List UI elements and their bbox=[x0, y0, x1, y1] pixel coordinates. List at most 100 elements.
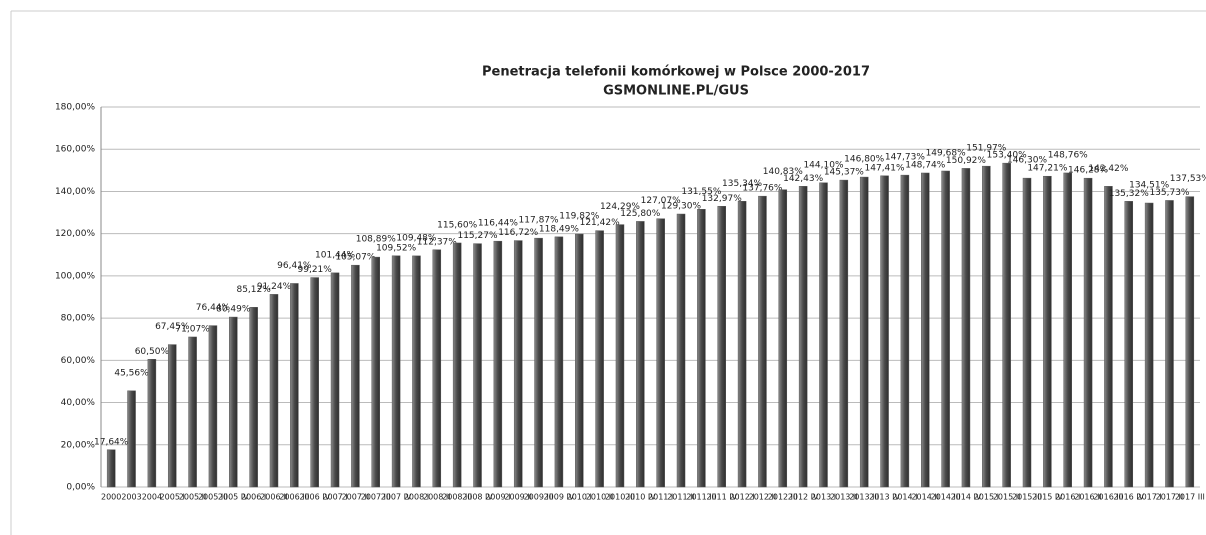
data-label: 105,07% bbox=[335, 253, 375, 263]
x-tick-label: 2011 III bbox=[686, 493, 716, 502]
data-label: 71,07% bbox=[175, 324, 210, 334]
data-label: 117,87% bbox=[519, 216, 559, 226]
bar bbox=[330, 272, 340, 488]
data-label: 149,68% bbox=[926, 149, 966, 159]
bar bbox=[513, 240, 523, 488]
data-label: 129,30% bbox=[661, 202, 701, 212]
data-label: 124,29% bbox=[600, 202, 640, 212]
bar bbox=[249, 307, 258, 488]
data-label: 140,83% bbox=[763, 167, 803, 177]
bar bbox=[452, 242, 462, 488]
x-tick-label: 2015 III bbox=[1012, 493, 1042, 502]
data-label: 109,52% bbox=[376, 243, 416, 253]
data-label: 142,42% bbox=[1088, 164, 1128, 174]
bar bbox=[269, 294, 279, 488]
x-tick-label: 2010 IV bbox=[625, 493, 656, 502]
x-tick-label: 2015 II bbox=[993, 493, 1021, 502]
x-tick-label: 2014 I bbox=[892, 493, 917, 502]
x-tick-label: 2005 IV bbox=[218, 493, 249, 502]
data-label: 108,89% bbox=[356, 235, 396, 245]
x-tick-label: 2014 II bbox=[911, 493, 939, 502]
bar bbox=[188, 336, 197, 488]
data-label: 67,45% bbox=[155, 322, 190, 332]
x-tick-label: 2004 bbox=[142, 493, 162, 502]
data-label: 121,42% bbox=[580, 218, 620, 228]
bar bbox=[656, 218, 665, 488]
data-label: 127,07% bbox=[641, 196, 681, 206]
bar bbox=[127, 390, 136, 488]
data-label: 112,37% bbox=[417, 237, 457, 247]
data-label: 76,44% bbox=[196, 303, 231, 313]
x-tick-label: 2003 bbox=[121, 493, 141, 502]
x-tick-label: 2008 II bbox=[423, 493, 451, 502]
bar bbox=[167, 344, 177, 488]
bar bbox=[1022, 177, 1032, 488]
bar bbox=[575, 233, 584, 488]
data-label: 60,50% bbox=[135, 347, 170, 357]
x-tick-label: 2012 III bbox=[768, 493, 798, 502]
x-tick-label: 2006 IV bbox=[299, 493, 330, 502]
bar bbox=[391, 255, 401, 488]
data-label: 142,43% bbox=[783, 174, 823, 184]
x-tick-label: 2008 IV bbox=[462, 493, 493, 502]
x-tick-label: 2016 III bbox=[1093, 493, 1123, 502]
data-label: 116,44% bbox=[478, 219, 518, 229]
y-tick-label: 80,00% bbox=[61, 314, 96, 324]
x-tick-label: 2017 I bbox=[1136, 493, 1161, 502]
x-tick-label: 2015 I bbox=[974, 493, 999, 502]
bar bbox=[859, 176, 869, 488]
x-tick-label: 2009 IV bbox=[544, 493, 575, 502]
y-tick-label: 20,00% bbox=[61, 440, 96, 450]
data-label: 148,76% bbox=[1048, 150, 1088, 160]
data-label: 146,80% bbox=[844, 155, 884, 165]
x-tick-label: 2007 IV bbox=[381, 493, 412, 502]
x-tick-label: 2014 IV bbox=[951, 493, 982, 502]
data-label: 101,44% bbox=[315, 250, 355, 260]
data-label: 17,64% bbox=[94, 437, 129, 447]
x-tick-label: 2017 III bbox=[1175, 493, 1205, 502]
y-tick-label: 180,00% bbox=[55, 103, 95, 113]
y-tick-label: 120,00% bbox=[55, 229, 95, 239]
x-tick-label: 2012 I bbox=[729, 493, 754, 502]
bar bbox=[412, 255, 421, 488]
bar bbox=[941, 170, 950, 488]
y-tick-label: 140,00% bbox=[55, 187, 95, 197]
bar bbox=[493, 240, 503, 488]
data-label: 135,34% bbox=[722, 179, 762, 189]
bar bbox=[982, 165, 991, 488]
bar bbox=[554, 236, 564, 488]
bar bbox=[147, 359, 157, 488]
bar bbox=[900, 174, 910, 488]
data-label: 144,10% bbox=[803, 160, 843, 170]
chart-subtitle: GSMONLINE.PL/GUS bbox=[603, 84, 749, 99]
bar bbox=[615, 224, 625, 488]
x-tick-label: 2013 II bbox=[830, 493, 858, 502]
x-tick-label: 2008 I bbox=[404, 493, 429, 502]
bar bbox=[208, 325, 218, 488]
x-tick-label: 2005 III bbox=[198, 493, 228, 502]
bar bbox=[839, 179, 849, 488]
data-label: 109,48% bbox=[396, 233, 436, 243]
bar bbox=[636, 221, 645, 488]
data-label: 85,12% bbox=[236, 285, 271, 295]
bar bbox=[432, 249, 442, 488]
x-tick-label: 2015 IV bbox=[1032, 493, 1063, 502]
x-tick-label: 2010 II bbox=[586, 493, 614, 502]
bar bbox=[961, 168, 971, 488]
data-label: 45,56% bbox=[114, 368, 149, 378]
data-label: 135,73% bbox=[1149, 188, 1189, 198]
data-label: 80,49% bbox=[216, 305, 251, 315]
data-label: 134,51% bbox=[1129, 181, 1169, 191]
bar bbox=[1043, 175, 1052, 488]
x-tick-label: 2009 I bbox=[485, 493, 510, 502]
bar bbox=[534, 237, 543, 488]
x-tick-label: 2010 III bbox=[605, 493, 635, 502]
data-label: 153,40% bbox=[987, 151, 1027, 161]
x-tick-label: 2012 IV bbox=[788, 493, 819, 502]
data-label: 96,41% bbox=[277, 261, 312, 271]
x-tick-label: 2016 I bbox=[1055, 493, 1080, 502]
x-tick-label: 2010 I bbox=[567, 493, 592, 502]
x-tick-label: 2005 I bbox=[160, 493, 185, 502]
y-tick-label: 60,00% bbox=[61, 356, 96, 366]
